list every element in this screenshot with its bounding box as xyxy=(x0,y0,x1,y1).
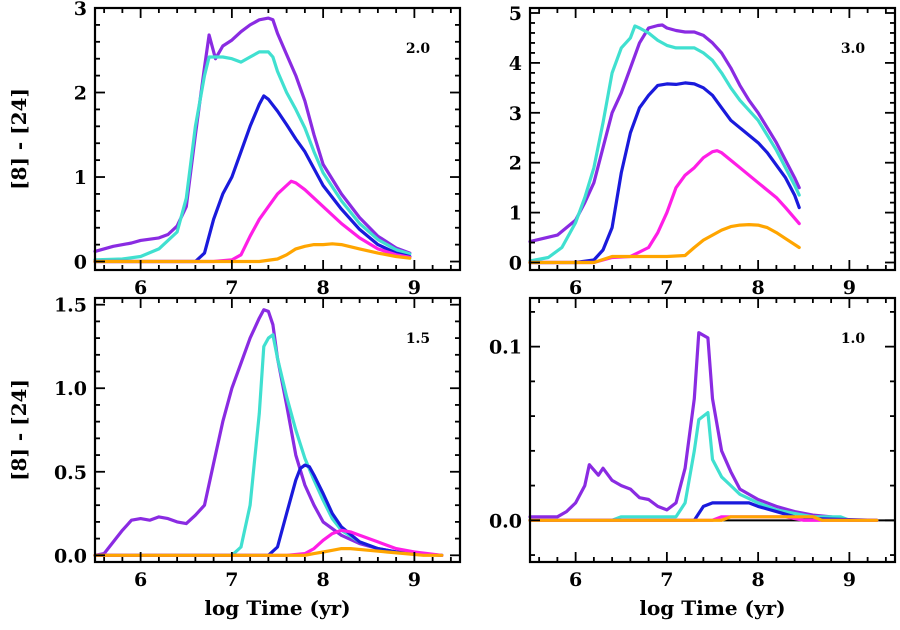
y-tick-label: 1 xyxy=(74,167,87,189)
panel-label: 3.0 xyxy=(841,41,866,57)
series-line-3 xyxy=(528,81,801,265)
x-tick-label: 9 xyxy=(408,277,421,299)
panel-label: 2.0 xyxy=(406,41,431,57)
y-tick-label: 0 xyxy=(74,252,87,274)
y-tick-label: 2 xyxy=(74,83,87,105)
series-line-5 xyxy=(528,515,879,522)
x-tick-label: 6 xyxy=(569,277,582,299)
plot-frame xyxy=(528,6,897,272)
x-tick-label: 8 xyxy=(752,569,765,591)
y-tick-label: 0 xyxy=(509,253,522,275)
x-tick-label: 6 xyxy=(569,569,582,591)
series-line-4 xyxy=(528,149,801,265)
series-line-1 xyxy=(93,308,444,557)
y-tick-label: 0.0 xyxy=(489,510,522,532)
series-line-3 xyxy=(93,94,412,264)
y-tick-label: 0.1 xyxy=(489,337,522,359)
panel-label: 1.0 xyxy=(841,331,866,347)
x-tick-label: 9 xyxy=(843,569,856,591)
panel-1: 6 7 8 9 0 1 2 3 2.0 [8] - [24] xyxy=(7,0,462,299)
series-line-2 xyxy=(93,50,412,262)
series-line-5 xyxy=(93,547,444,557)
x-tick-label: 7 xyxy=(660,569,673,591)
series-line-5 xyxy=(93,242,412,264)
x-tick-label: 8 xyxy=(752,277,765,299)
y-tick-label: 5 xyxy=(509,3,522,25)
y-tick-label: 4 xyxy=(509,53,522,75)
series-line-1 xyxy=(528,331,879,522)
y-tick-label: 1.0 xyxy=(54,378,87,400)
panel-2: 6 7 8 9 0 1 2 3 4 5 3.0 xyxy=(509,3,897,299)
series-line-1 xyxy=(528,23,801,244)
panel-label: 1.5 xyxy=(406,331,430,347)
plot-frame xyxy=(528,296,897,564)
plot-frame xyxy=(93,6,462,272)
y-tick-label: 1 xyxy=(509,203,522,225)
x-tick-label: 9 xyxy=(843,277,856,299)
x-tick-label: 8 xyxy=(317,277,330,299)
y-tick-label: 0.0 xyxy=(54,545,87,567)
series-line-2 xyxy=(528,411,879,522)
series-line-2 xyxy=(93,333,444,557)
y-tick-label: 1.5 xyxy=(54,295,87,317)
y-tick-label: 2 xyxy=(509,153,522,175)
y-axis-title: [8] - [24] xyxy=(7,379,31,481)
x-tick-label: 8 xyxy=(317,569,330,591)
y-tick-label: 3 xyxy=(509,103,522,125)
x-axis-title: log Time (yr) xyxy=(639,596,785,620)
panel-4: 6 7 8 9 0.0 0.1 1.0 log Time (yr) xyxy=(489,296,897,620)
y-axis-title: [8] - [24] xyxy=(7,88,31,190)
series-line-1 xyxy=(93,16,412,255)
plot-frame xyxy=(93,296,462,564)
x-tick-label: 6 xyxy=(134,277,147,299)
x-axis-title: log Time (yr) xyxy=(204,596,350,620)
x-tick-label: 7 xyxy=(225,277,238,299)
series-line-5 xyxy=(528,223,801,265)
x-tick-label: 6 xyxy=(134,569,147,591)
x-tick-label: 7 xyxy=(225,569,238,591)
series-line-3 xyxy=(528,501,879,522)
series-line-4 xyxy=(93,528,444,557)
series-line-3 xyxy=(93,463,444,557)
panel-3: 6 7 8 9 0.0 0.5 1.0 1.5 1.5 [8] - [24] log Time (y… xyxy=(7,295,462,620)
x-tick-label: 7 xyxy=(660,277,673,299)
x-tick-label: 9 xyxy=(408,569,421,591)
series-line-2 xyxy=(528,24,801,263)
y-tick-label: 3 xyxy=(74,0,87,20)
y-tick-label: 0.5 xyxy=(54,462,87,484)
